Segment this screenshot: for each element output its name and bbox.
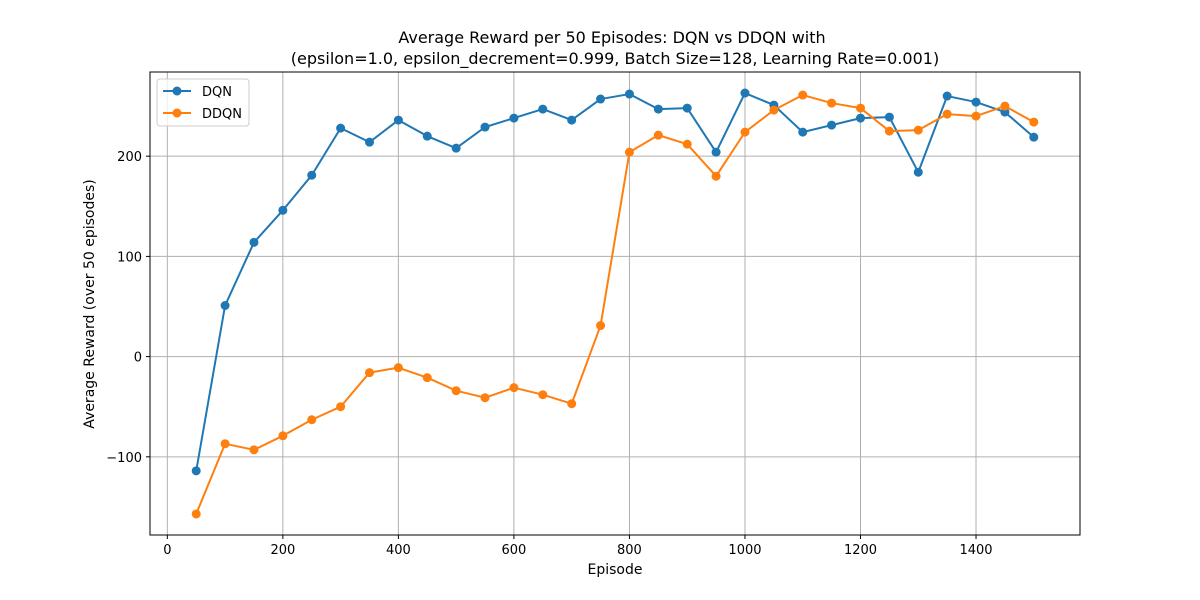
data-point-dqn [278,205,288,215]
x-tick-label: 400 [386,543,411,558]
data-point-ddqn [711,171,721,181]
data-point-ddqn [855,103,865,113]
data-point-dqn [711,147,721,157]
x-tick-label: 200 [270,543,295,558]
data-point-ddqn [798,90,808,100]
data-point-ddqn [480,393,490,403]
data-point-ddqn [220,439,230,449]
legend-label-ddqn: DDQN [202,107,242,122]
data-point-dqn [393,115,403,125]
data-point-dqn [653,104,663,114]
y-tick-label: −100 [106,451,142,466]
data-point-ddqn [422,373,432,383]
data-point-ddqn [653,130,663,140]
data-point-ddqn [1000,101,1010,111]
data-point-ddqn [509,383,519,393]
data-point-dqn [827,120,837,130]
data-point-dqn [855,113,865,123]
series-layer [191,88,1039,519]
data-point-dqn [451,143,461,153]
data-point-dqn [624,89,634,99]
data-point-dqn [913,167,923,177]
data-point-dqn [365,137,375,147]
data-point-ddqn [971,111,981,121]
data-point-dqn [191,466,201,476]
x-tick-label: 600 [501,543,526,558]
grid-lines [150,72,1080,535]
data-point-dqn [942,91,952,101]
chart-title-line2: (epsilon=1.0, epsilon_decrement=0.999, B… [291,49,939,69]
series-line-dqn [195,92,1035,472]
data-point-dqn [884,112,894,122]
data-point-dqn [307,170,317,180]
data-point-dqn [422,131,432,141]
data-point-ddqn [740,127,750,137]
x-tick-label: 1200 [844,543,877,558]
series-dqn [191,88,1039,476]
x-tick-label: 1000 [728,543,761,558]
data-point-ddqn [365,368,375,378]
data-point-ddqn [1029,117,1039,127]
data-point-ddqn [249,445,259,455]
legend-marker-ddqn [172,108,182,118]
data-point-dqn [220,301,230,311]
data-point-ddqn [567,399,577,409]
data-point-ddqn [624,147,634,157]
y-tick-label: 100 [117,250,142,265]
data-point-dqn [596,94,606,104]
series-line-ddqn [195,94,1035,515]
data-point-ddqn [278,431,288,441]
data-point-ddqn [596,321,606,331]
data-point-dqn [336,123,346,133]
chart-title-line1: Average Reward per 50 Episodes: DQN vs D… [398,28,825,47]
data-point-dqn [798,127,808,137]
data-point-dqn [740,88,750,98]
data-point-ddqn [336,402,346,412]
data-point-ddqn [451,386,461,396]
data-point-ddqn [307,415,317,425]
data-point-dqn [971,97,981,107]
data-point-ddqn [682,139,692,149]
data-point-dqn [538,104,548,114]
data-point-dqn [509,113,519,123]
plot-frame [149,71,1081,536]
data-point-dqn [249,237,259,247]
data-point-dqn [682,103,692,113]
data-point-ddqn [769,105,779,115]
y-tick-label: 200 [117,150,142,165]
x-tick-label: 0 [163,543,171,558]
data-point-ddqn [393,363,403,373]
x-tick-label: 1400 [959,543,992,558]
legend: DQN DDQN [156,78,250,127]
series-ddqn [191,90,1039,519]
data-point-dqn [1029,132,1039,142]
axis-ticks: 0 200 400 600 800 1000 1200 1400 −100 0 100 200 [106,150,992,558]
x-axis-label: Episode [588,562,643,578]
data-point-ddqn [827,98,837,108]
data-point-ddqn [913,125,923,135]
data-point-ddqn [538,390,548,400]
data-point-ddqn [884,126,894,136]
legend-marker-dqn [172,86,182,96]
y-axis-label: Average Reward (over 50 episodes) [82,179,98,428]
data-point-dqn [567,115,577,125]
y-tick-label: 0 [134,351,142,366]
legend-label-dqn: DQN [202,85,232,100]
data-point-ddqn [942,109,952,119]
data-point-ddqn [191,509,201,519]
data-point-dqn [480,122,490,132]
x-tick-label: 800 [617,543,642,558]
